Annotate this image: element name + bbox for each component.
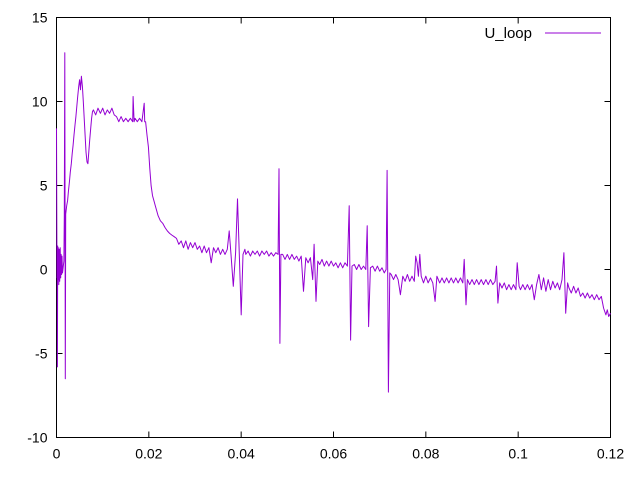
- y-tick-label: 10: [32, 94, 48, 110]
- y-tick-label: 15: [32, 10, 48, 26]
- legend-label: U_loop: [484, 25, 532, 42]
- y-tick-label: 0: [40, 262, 48, 278]
- x-tick-label: 0.02: [135, 446, 162, 462]
- x-tick-label: 0.04: [228, 446, 255, 462]
- x-tick-label: 0.06: [320, 446, 347, 462]
- series-line-u_loop: [56, 52, 611, 393]
- x-tick-label: 0: [53, 446, 61, 462]
- y-tick-label: 5: [40, 178, 48, 194]
- x-tick-label: 0.1: [508, 446, 528, 462]
- y-tick-label: -10: [27, 430, 47, 446]
- y-tick-label: -5: [35, 346, 48, 362]
- x-tick-label: 0.08: [412, 446, 439, 462]
- x-tick-label: 0.12: [597, 446, 624, 462]
